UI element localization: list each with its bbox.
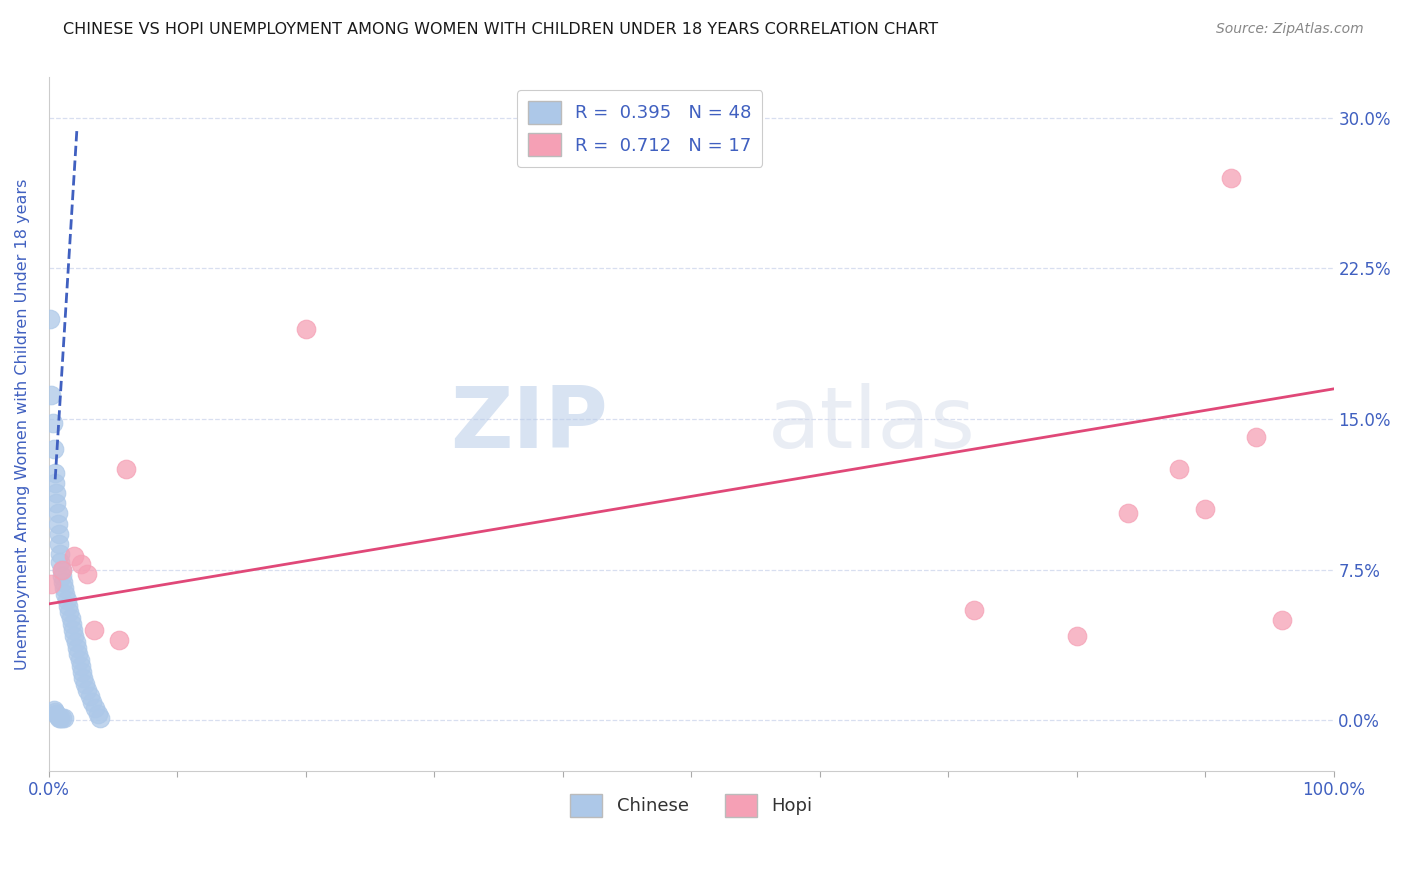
Point (52, 574, 75, 589)
Legend: Chinese, Hopi: Chinese, Hopi (562, 787, 820, 824)
Point (44, 467, 66, 481)
Text: atlas: atlas (768, 383, 976, 466)
Text: CHINESE VS HOPI UNEMPLOYMENT AMONG WOMEN WITH CHILDREN UNDER 18 YEARS CORRELATIO: CHINESE VS HOPI UNEMPLOYMENT AMONG WOMEN… (63, 22, 938, 37)
Point (41, 388, 63, 402)
Point (49, 547, 72, 561)
Point (60, 617, 83, 632)
Point (76, 683, 98, 698)
Point (1271, 613, 1294, 627)
Point (62, 623, 84, 637)
Point (79, 690, 101, 704)
Y-axis label: Unemployment Among Women with Children Under 18 years: Unemployment Among Women with Children U… (15, 178, 30, 670)
Point (51, 563, 73, 577)
Point (963, 603, 986, 617)
Point (51, 568, 73, 582)
Point (70, 665, 93, 680)
Point (51, 711, 73, 725)
Point (69, 653, 91, 667)
Point (67, 647, 90, 661)
Point (108, 633, 131, 648)
Point (48, 536, 70, 550)
Point (63, 549, 86, 563)
Point (39, 311, 62, 326)
Point (89, 711, 111, 725)
Point (45, 707, 67, 722)
Point (46, 507, 69, 521)
Point (83, 623, 105, 637)
Point (45, 496, 67, 510)
Point (76, 566, 98, 581)
Point (72, 671, 94, 685)
Point (1194, 502, 1216, 516)
Point (44, 476, 66, 491)
Text: Source: ZipAtlas.com: Source: ZipAtlas.com (1216, 22, 1364, 37)
Point (1116, 507, 1139, 521)
Point (58, 605, 80, 619)
Point (82, 695, 104, 709)
Point (56, 599, 79, 613)
Point (53, 581, 76, 595)
Point (41, 416, 63, 430)
Point (1066, 629, 1088, 643)
Point (66, 641, 89, 656)
Point (45, 486, 67, 500)
Point (70, 659, 93, 673)
Point (51, 563, 73, 577)
Point (84, 701, 107, 715)
Point (42, 703, 65, 717)
Point (114, 462, 136, 476)
Point (46, 709, 69, 723)
Point (73, 677, 96, 691)
Point (48, 526, 70, 541)
Point (1219, 170, 1241, 185)
Point (294, 321, 316, 335)
Text: ZIP: ZIP (450, 383, 607, 466)
Point (63, 629, 86, 643)
Point (86, 707, 108, 722)
Point (65, 635, 87, 649)
Point (49, 711, 72, 725)
Point (46, 516, 69, 531)
Point (44, 706, 66, 720)
Point (59, 611, 82, 625)
Point (41, 577, 63, 591)
Point (55, 593, 77, 607)
Point (42, 442, 65, 457)
Point (70, 557, 93, 571)
Point (48, 711, 70, 725)
Point (1168, 462, 1191, 476)
Point (55, 587, 77, 601)
Point (53, 711, 76, 725)
Point (49, 555, 72, 569)
Point (1246, 430, 1268, 444)
